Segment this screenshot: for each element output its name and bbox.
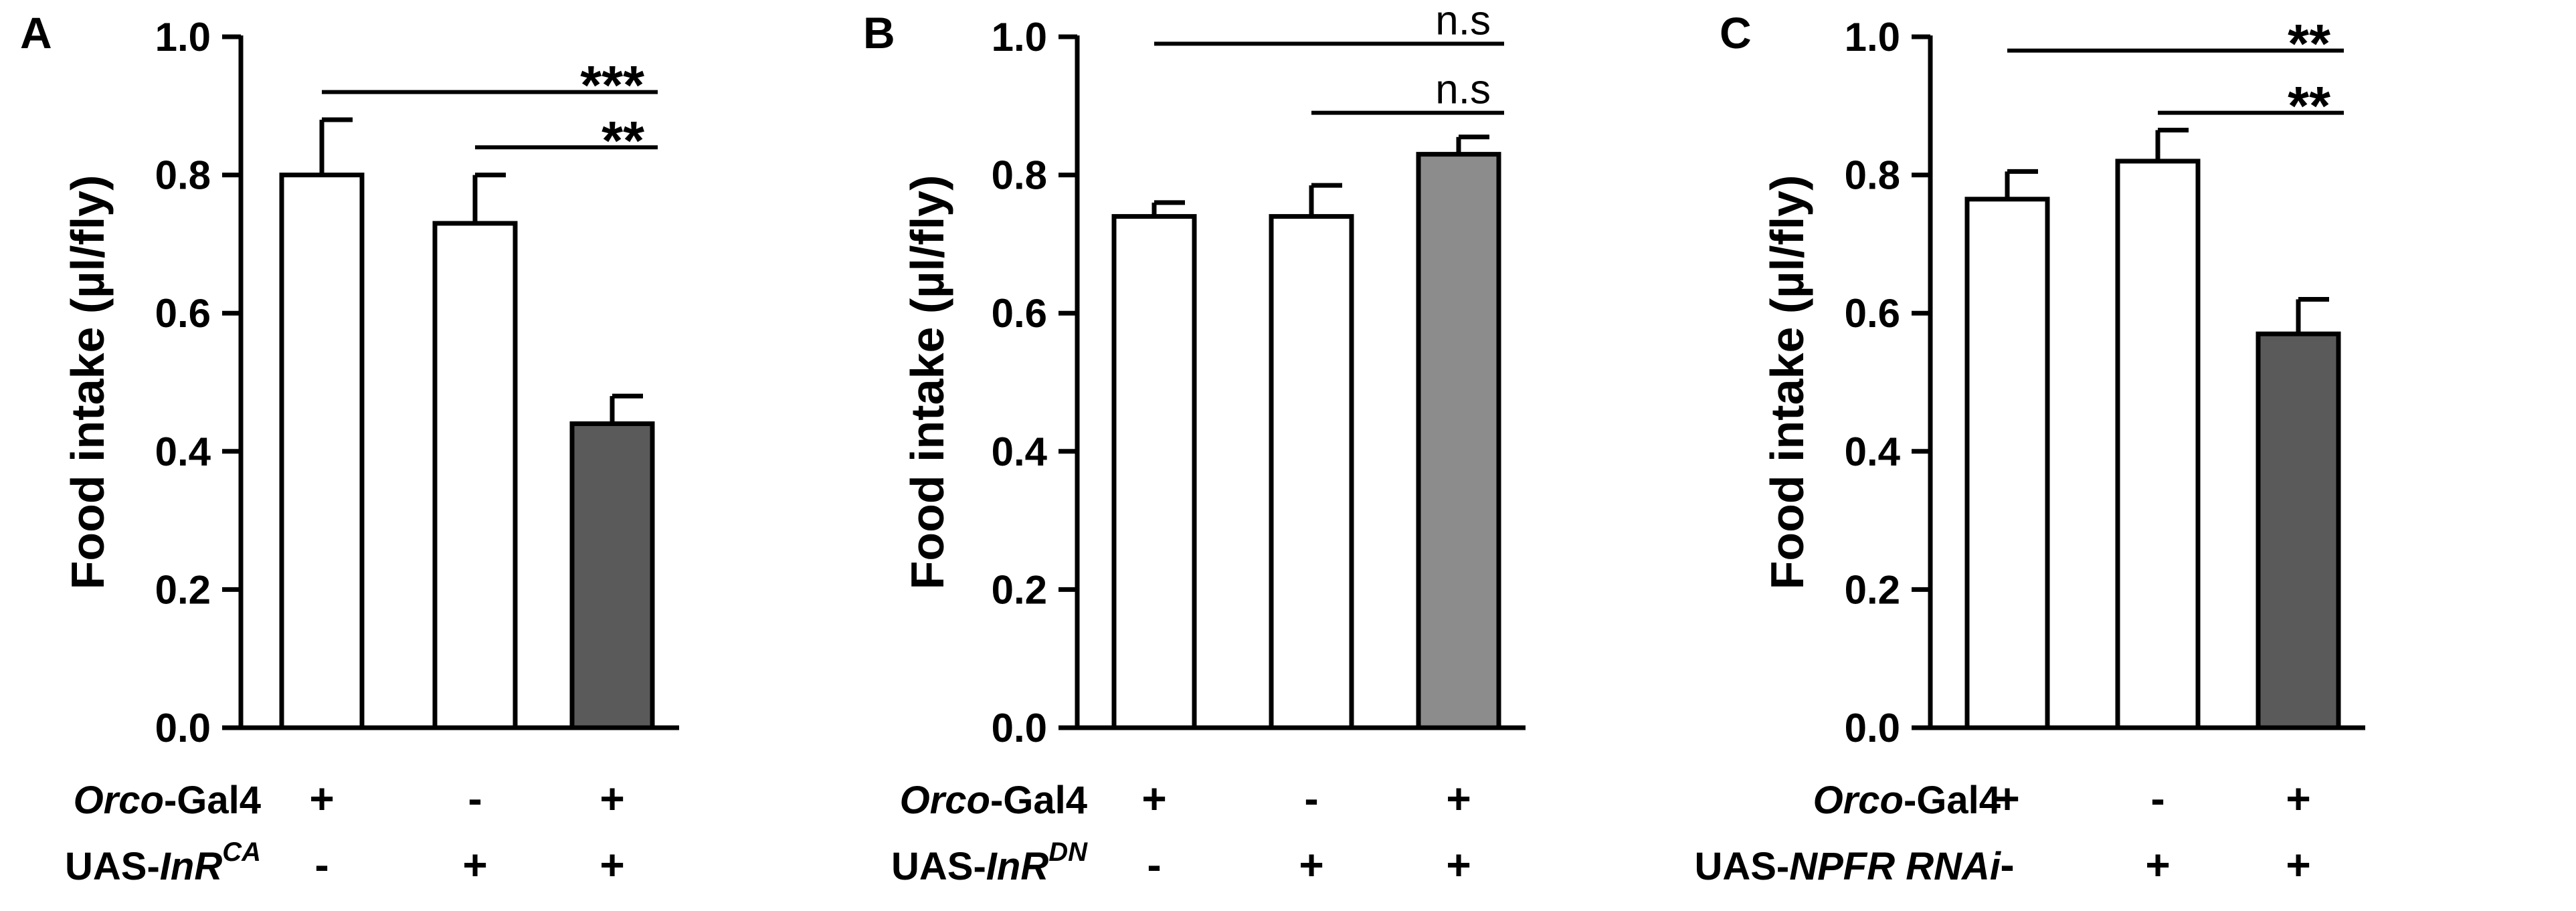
genotype-label: UAS-NPFR RNAi xyxy=(1694,845,2001,888)
genotype-superscript: DN xyxy=(1048,837,1088,867)
genotype-symbol: + xyxy=(462,841,487,889)
y-tick-label: 0.6 xyxy=(1845,291,1900,336)
genotype-symbol: - xyxy=(1304,775,1318,823)
significance-label: ** xyxy=(2288,14,2330,75)
genotype-suffix: -Gal4 xyxy=(990,779,1087,822)
panel-b: B Food intake (µl/fly) 0.0 0.2 0.4 0.6 0.8 1.0 n… xyxy=(863,0,1526,889)
genotype-label: Orco-Gal4 xyxy=(1813,779,2001,822)
genotype-symbol: + xyxy=(600,775,624,823)
genotype-label: UAS-InRDN xyxy=(891,837,1088,888)
y-axis-label: Food intake (µl/fly) xyxy=(1761,175,1813,590)
y-axis-label: Food intake (µl/fly) xyxy=(901,175,953,590)
genotype-symbol: + xyxy=(1141,775,1166,823)
y-tick-label: 0.0 xyxy=(1845,706,1900,750)
significance-label: *** xyxy=(580,56,644,116)
genotype-name: Orco xyxy=(74,779,164,822)
genotype-symbol: - xyxy=(314,841,329,889)
genotype-prefix: UAS- xyxy=(891,845,986,888)
genotype-name: NPFR RNAi xyxy=(1789,845,2002,888)
y-tick-label: 0.6 xyxy=(992,291,1047,336)
bar xyxy=(2256,331,2341,730)
genotype-name: InR xyxy=(160,845,223,888)
genotype-label: Orco-Gal4 xyxy=(74,779,261,822)
panel-letter: B xyxy=(863,8,895,58)
genotype-symbol: + xyxy=(600,841,624,889)
y-tick-label: 0.4 xyxy=(1845,429,1901,474)
y-tick-label: 0.4 xyxy=(992,429,1048,474)
bar xyxy=(279,173,365,730)
y-tick-label: 0.8 xyxy=(155,153,211,198)
genotype-symbol: + xyxy=(309,775,334,823)
y-tick-label: 1.0 xyxy=(992,15,1047,60)
genotype-symbol: - xyxy=(2150,775,2165,823)
genotype-symbol: - xyxy=(2000,841,2014,889)
y-tick-label: 0.2 xyxy=(1845,567,1900,612)
genotype-label: UAS-InRCA xyxy=(65,837,261,888)
y-axis-label: Food intake (µl/fly) xyxy=(62,175,114,590)
bar xyxy=(1964,197,2050,730)
genotype-superscript: CA xyxy=(222,837,261,867)
significance-label: ** xyxy=(2288,76,2330,137)
genotype-symbol: - xyxy=(468,775,482,823)
genotype-symbol: - xyxy=(1147,841,1161,889)
bar xyxy=(2115,159,2201,730)
panel-c: C Food intake (µl/fly) 0.0 0.2 0.4 0.6 0.8 1.0 *… xyxy=(1694,8,2365,889)
panel-letter: C xyxy=(1720,8,1752,58)
y-tick-label: 0.4 xyxy=(155,429,211,474)
significance-label: n.s xyxy=(1435,67,1491,113)
genotype-name: InR xyxy=(986,845,1049,888)
y-tick-label: 0.8 xyxy=(992,153,1047,198)
y-tick-label: 1.0 xyxy=(1845,15,1900,60)
y-tick-label: 0.2 xyxy=(155,567,211,612)
genotype-prefix: UAS- xyxy=(1694,845,1789,888)
genotype-symbol: + xyxy=(1995,775,2019,823)
bar xyxy=(1416,152,1501,730)
genotype-name: Orco xyxy=(1813,779,1904,822)
bar xyxy=(432,221,518,730)
genotype-symbol: + xyxy=(1446,841,1471,889)
y-tick-label: 0.2 xyxy=(992,567,1047,612)
bar xyxy=(1111,214,1197,730)
y-tick-label: 1.0 xyxy=(155,15,211,60)
significance-label: n.s xyxy=(1435,0,1491,43)
genotype-symbol: + xyxy=(1299,841,1323,889)
y-tick-label: 0.0 xyxy=(992,706,1047,750)
genotype-suffix: -Gal4 xyxy=(164,779,261,822)
genotype-symbol: + xyxy=(2286,841,2310,889)
y-tick-label: 0.0 xyxy=(155,706,211,750)
genotype-name: Orco xyxy=(900,779,990,822)
genotype-suffix: -Gal4 xyxy=(1904,779,2001,822)
bar xyxy=(1269,214,1354,730)
genotype-prefix: UAS- xyxy=(65,845,160,888)
y-tick-label: 0.8 xyxy=(1845,153,1900,198)
genotype-symbol: + xyxy=(1446,775,1471,823)
y-tick-label: 0.6 xyxy=(155,291,211,336)
panel-letter: A xyxy=(20,8,52,58)
genotype-symbol: + xyxy=(2145,841,2170,889)
bar xyxy=(569,421,655,730)
significance-label: ** xyxy=(602,110,644,171)
genotype-symbol: + xyxy=(2286,775,2310,823)
panel-a: A Food intake (µl/fly) 0.0 0.2 0.4 0.6 0.8 1.0 *… xyxy=(20,8,679,889)
genotype-label: Orco-Gal4 xyxy=(900,779,1087,822)
